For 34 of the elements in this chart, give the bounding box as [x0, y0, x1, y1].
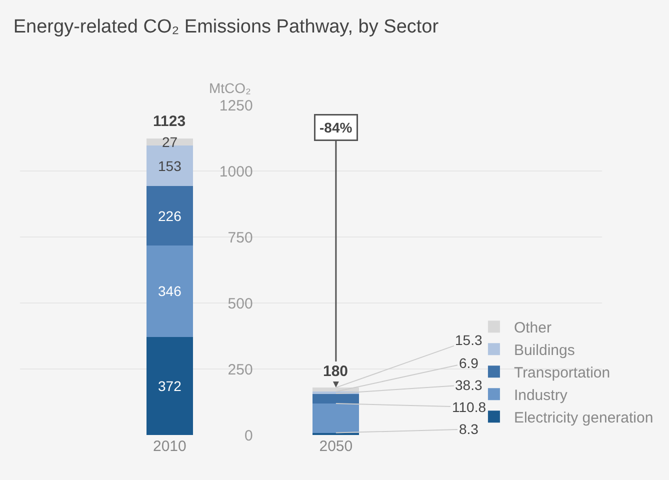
- y-tick-label: 750: [228, 229, 253, 246]
- annotation: 15.3: [455, 332, 482, 348]
- data-label: 346: [158, 283, 182, 299]
- y-axis-title: MtCO₂: [209, 80, 251, 96]
- x-tick-label: 2010: [152, 438, 186, 455]
- chart-title: Energy-related CO₂ Emissions Pathway, by Sector: [13, 16, 440, 38]
- bar: [312, 404, 360, 433]
- data-label: 153: [158, 158, 182, 174]
- total-label: 180: [323, 363, 348, 380]
- legend-label: Industry: [514, 386, 568, 404]
- y-tick-label: 250: [228, 361, 253, 378]
- bar: [146, 336, 193, 435]
- annotation: 38.3: [455, 377, 482, 393]
- legend-label: Other: [514, 319, 552, 336]
- x-tick-label: 2050: [319, 438, 353, 455]
- bar: [146, 245, 193, 337]
- legend-label: Transportation: [514, 364, 610, 382]
- annotation: 110.8: [452, 399, 486, 415]
- y-tick-label: 1000: [219, 163, 253, 180]
- y-tick-label: 0: [244, 427, 253, 444]
- data-label: 372: [158, 378, 182, 394]
- bar: [146, 186, 193, 246]
- total-label: 1123: [153, 113, 186, 130]
- y-tick-label: 1250: [219, 97, 253, 114]
- annotation: 8.3: [459, 421, 479, 437]
- annotation: 6.9: [459, 355, 479, 371]
- data-label: 226: [158, 208, 182, 224]
- bar: [146, 145, 193, 186]
- annotation: -84%: [320, 120, 353, 136]
- legend-label: Electricity generation: [514, 409, 654, 426]
- data-label: 27: [162, 134, 178, 150]
- y-tick-label: 500: [228, 295, 253, 312]
- legend-label: Buildings: [514, 342, 575, 359]
- bar: [312, 393, 360, 404]
